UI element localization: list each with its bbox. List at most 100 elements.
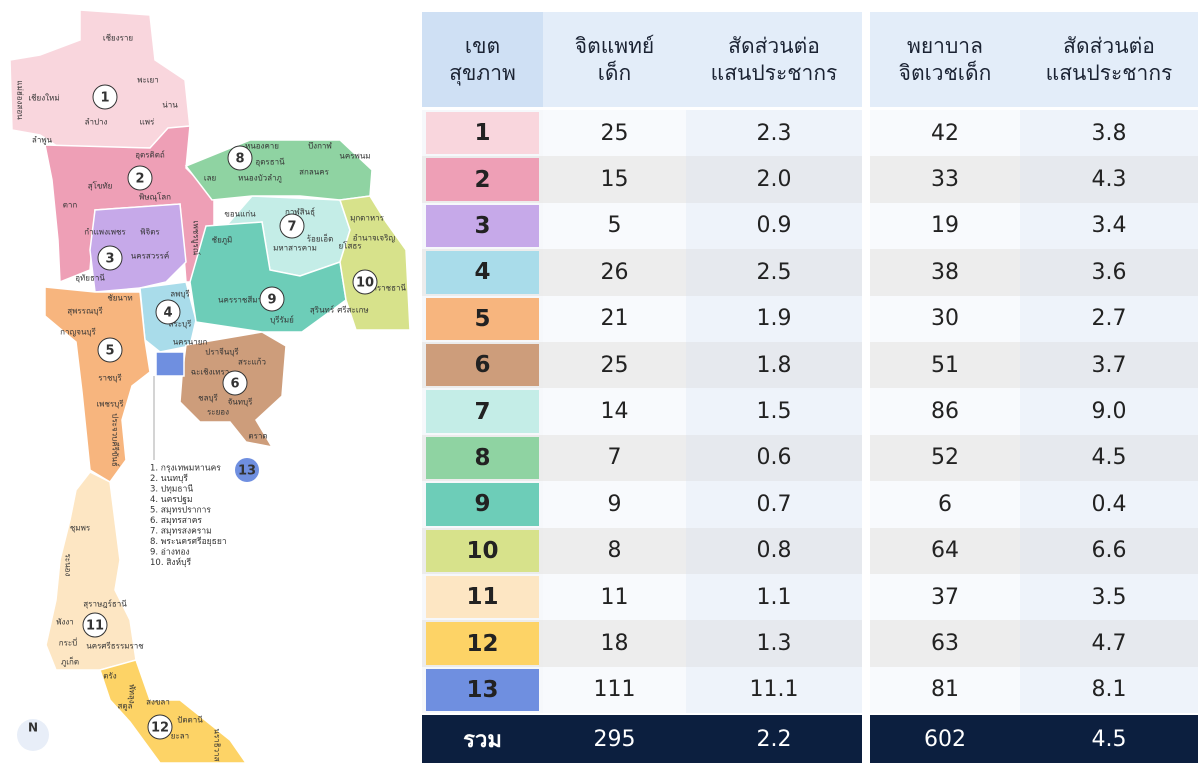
region-cell: 12	[426, 622, 539, 665]
data-cell: 51	[870, 342, 1020, 389]
region-number: 2	[135, 172, 144, 187]
region-number: 10	[356, 276, 374, 291]
region-cell: 10	[426, 529, 539, 572]
data-cell: 0.9	[686, 202, 862, 250]
header-line: สุขภาพ	[449, 60, 516, 85]
region-number: 8	[235, 152, 244, 167]
legend-item: 7. สมุทรสงคราม	[150, 527, 212, 537]
data-cell: 0.8	[686, 527, 862, 574]
header-line: จิตเวชเด็ก	[898, 60, 992, 85]
province-label: พังงา	[56, 618, 74, 627]
region-number: 12	[151, 721, 169, 736]
legend-item: 6. สมุทรสาคร	[150, 516, 202, 526]
header-line: แสนประชากร	[1045, 60, 1173, 85]
province-label: เชียงราย	[103, 34, 133, 43]
data-cell: 4.7	[1020, 620, 1198, 667]
province-label: ลำปาง	[85, 118, 108, 127]
total-cell: รวม	[463, 727, 502, 753]
region-number: 7	[287, 220, 296, 235]
data-cell: 4.5	[1020, 434, 1198, 482]
province-label: ชัยนาท	[107, 294, 132, 303]
data-cell: 6	[870, 481, 1020, 528]
data-cell: 14	[543, 388, 686, 435]
header-cell: จิตแพทย์ เด็ก	[543, 12, 686, 107]
province-label: เพชรบูรณ์	[191, 221, 202, 256]
data-cell: 8.1	[1020, 666, 1198, 714]
province-label: ตาก	[63, 201, 78, 210]
data-cell: 38	[870, 249, 1020, 296]
region-cell: 3	[426, 204, 539, 248]
header-line: สัดส่วนต่อ	[728, 33, 820, 58]
header-cell: พยาบาล จิตเวชเด็ก	[870, 12, 1020, 107]
province-label: พิจิตร	[140, 228, 160, 237]
total-cell: 4.5	[1091, 726, 1127, 752]
region-shape	[89, 203, 187, 293]
legend-item: 8. พระนครศรีอยุธยา	[150, 536, 227, 547]
province-label: ขอนแก่น	[224, 210, 256, 219]
region-number-badge	[227, 145, 253, 171]
total-cell: 2.2	[756, 726, 792, 752]
province-label: ชลบุรี	[198, 394, 218, 403]
province-label: หนองบัวลำภู	[238, 174, 282, 184]
region-number: 4	[163, 306, 172, 321]
province-label: พัทลุง	[128, 684, 137, 703]
data-cell: 5	[543, 202, 686, 250]
region-cell: 11	[426, 576, 539, 619]
header-line: แสนประชากร	[710, 60, 838, 85]
region-cell: 6	[426, 344, 539, 387]
header-line: พยาบาล	[907, 33, 983, 58]
province-label: ปัตตานี	[177, 716, 203, 725]
data-cell: 64	[870, 527, 1020, 574]
province-label: จันทบุรี	[228, 398, 254, 407]
data-cell: 1.8	[686, 342, 862, 389]
province-label: ยโสธร	[338, 241, 362, 251]
province-label: สตูล	[118, 702, 133, 712]
province-label: ประจวบคีรีขันธ์	[111, 413, 121, 467]
data-cell: 37	[870, 574, 1020, 621]
header-line: เด็ก	[597, 60, 632, 85]
region-shape	[339, 195, 411, 331]
data-cell: 21	[543, 295, 686, 342]
region-number: 6	[230, 377, 239, 392]
region-number-badge	[259, 286, 285, 312]
total-band	[870, 715, 1198, 763]
province-label: แม่ฮ่องสอน	[16, 80, 25, 120]
region-number-badge	[235, 458, 259, 482]
logo-badge	[17, 719, 49, 751]
data-cell: 2.0	[686, 156, 862, 203]
region-number-badge	[92, 84, 118, 110]
data-cell: 1.5	[686, 388, 862, 435]
data-cell: 7	[543, 434, 686, 482]
total-cell: 602	[924, 726, 966, 752]
region-number-badge	[97, 337, 123, 363]
region-number-badge	[222, 370, 248, 396]
data-cell: 9	[543, 481, 686, 528]
header-line: สัดส่วนต่อ	[1063, 33, 1155, 58]
region-cell: 7	[426, 390, 539, 433]
region-shape	[44, 286, 151, 483]
data-cell: 86	[870, 388, 1020, 435]
legend-item: 3. ปทุมธานี	[150, 484, 193, 495]
province-label: บุรีรัมย์	[270, 315, 294, 325]
header-line: จิตแพทย์	[574, 33, 655, 58]
province-label: มุกดาหาร	[350, 214, 385, 223]
province-label: ระยอง	[207, 408, 229, 417]
province-label: กำแพงเพชร	[84, 228, 126, 237]
total-band	[422, 715, 862, 763]
region-cell: 1	[426, 112, 539, 155]
province-label: นครพนม	[339, 152, 370, 161]
province-label: ยะลา	[171, 732, 189, 741]
province-label: สระบุรี	[169, 320, 193, 329]
province-label: ชัยภูมิ	[212, 236, 233, 246]
province-label: เพชรบุรี	[96, 400, 124, 409]
province-label: ฉะเชิงเทรา	[191, 368, 230, 377]
region-number: 3	[105, 252, 114, 267]
province-label: นครราชสีมา	[218, 296, 262, 305]
province-label: บึงกาฬ	[308, 142, 332, 151]
region-cell: 13	[426, 668, 539, 712]
province-label: อำนาจเจริญ	[353, 234, 396, 243]
data-cell: 63	[870, 620, 1020, 667]
province-label: อุทัยธานี	[75, 274, 105, 283]
legend-item: 1. กรุงเทพมหานคร	[150, 464, 221, 474]
